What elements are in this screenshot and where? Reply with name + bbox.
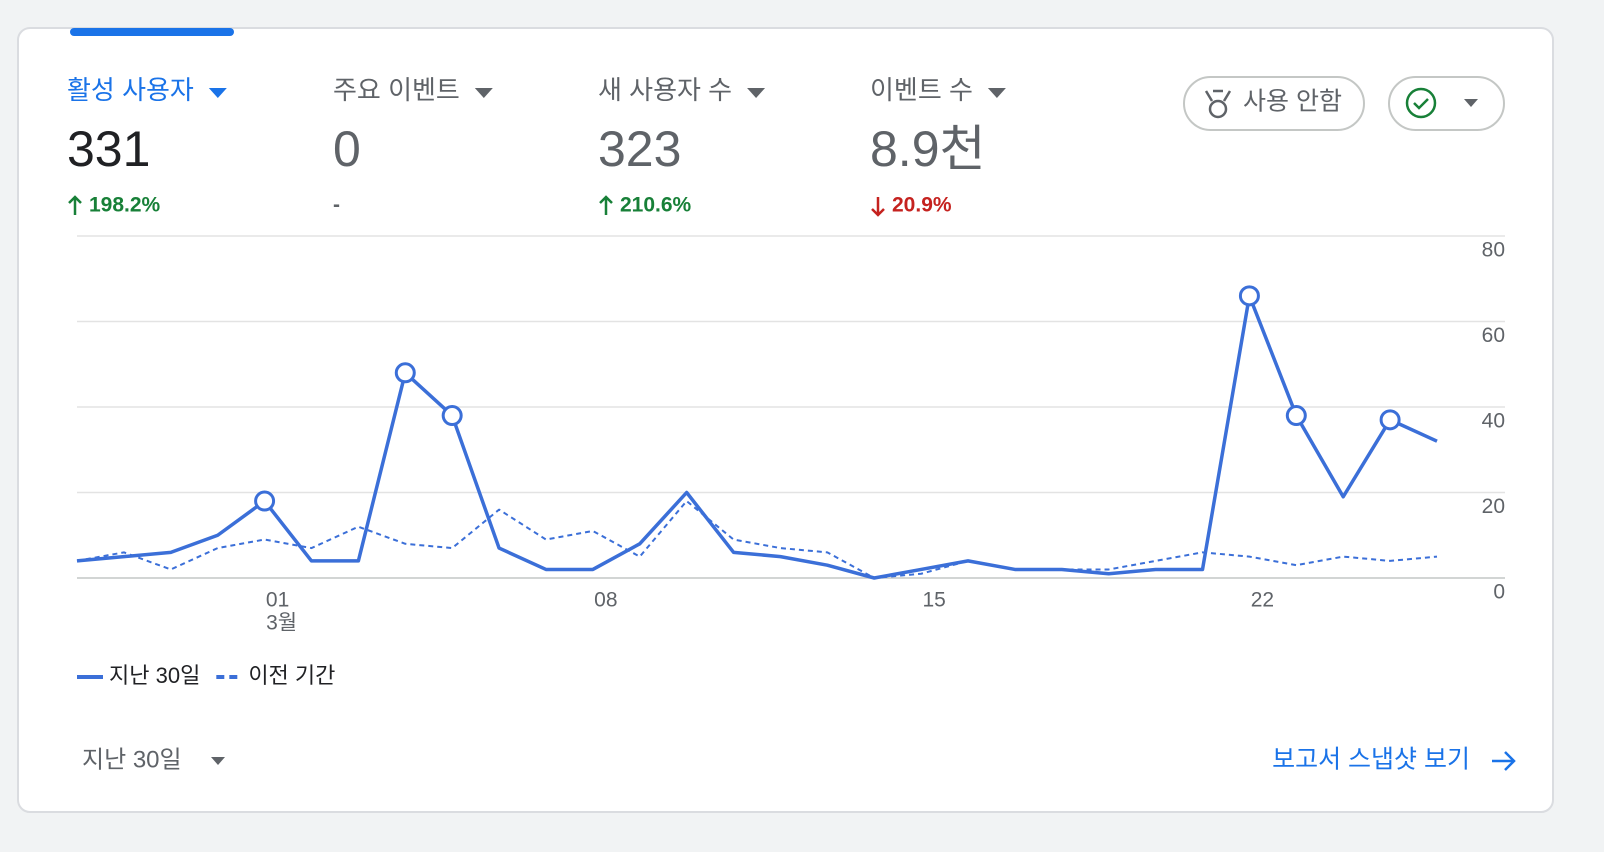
metrics: 활성 사용자 331 198.2% 주요 이벤트 0 - 새 사용자 수 323 210.6% 이… xyxy=(67,75,1006,217)
metric-change: 198.2% xyxy=(89,194,161,217)
disable-button[interactable]: 사용 안함 xyxy=(1183,76,1365,131)
series-line xyxy=(76,500,1438,579)
range-dropdown[interactable]: 지난 30일 xyxy=(82,746,225,773)
y-tick-label: 60 xyxy=(1482,324,1505,347)
y-tick-label: 40 xyxy=(1482,410,1505,433)
y-tick-label: 80 xyxy=(1482,239,1505,262)
anomaly-marker xyxy=(441,405,463,427)
legend-item: 이전 기간 xyxy=(216,663,335,688)
metric-value: 331 xyxy=(67,121,150,177)
arrow-icon xyxy=(1492,751,1516,771)
metric-tab[interactable]: 주요 이벤트 0 - xyxy=(333,75,493,217)
metric-value: 323 xyxy=(598,121,681,177)
anomaly-marker xyxy=(1379,409,1401,431)
dropdown-arrow xyxy=(474,88,493,98)
dropdown-arrow xyxy=(747,88,766,98)
anomaly-marker xyxy=(254,490,276,512)
x-tick-label: 08 xyxy=(594,589,617,612)
active-tab-indicator xyxy=(70,28,234,36)
y-tick-label: 20 xyxy=(1482,495,1505,518)
x-month-label: 3월 xyxy=(266,612,297,635)
link-label: 보고서 스냅샷 보기 xyxy=(1272,746,1470,774)
range-label: 지난 30일 xyxy=(82,746,182,773)
dropdown-arrow xyxy=(211,757,225,765)
trend-arrow xyxy=(871,197,885,217)
series-line xyxy=(76,294,1438,580)
dropdown-arrow xyxy=(1464,99,1478,107)
snapshot-link[interactable]: 보고서 스냅샷 보기 xyxy=(1272,746,1516,774)
medal-icon xyxy=(1204,89,1232,119)
anomaly-marker xyxy=(1285,405,1307,427)
legend-label: 이전 기간 xyxy=(248,663,335,688)
dropdown-arrow xyxy=(208,88,227,98)
metric-name: 이벤트 수 xyxy=(870,75,973,105)
metric-tab[interactable]: 활성 사용자 331 198.2% xyxy=(67,75,227,217)
button-outline xyxy=(1183,76,1365,131)
anomaly-marker xyxy=(1238,285,1260,307)
metric-value: 8.9천 xyxy=(870,121,986,177)
metric-name: 주요 이벤트 xyxy=(333,75,460,105)
metric-value: 0 xyxy=(333,121,361,177)
metric-name: 활성 사용자 xyxy=(67,75,194,105)
metric-change: 20.9% xyxy=(892,194,952,217)
anomaly-marker xyxy=(394,362,416,384)
check-mark xyxy=(1413,98,1429,110)
metric-name: 새 사용자 수 xyxy=(598,75,732,105)
legend-label: 지난 30일 xyxy=(109,663,200,688)
button-label: 사용 안함 xyxy=(1243,88,1342,116)
dropdown-arrow xyxy=(987,88,1006,98)
trend-arrow xyxy=(599,195,613,215)
metric-tab[interactable]: 이벤트 수 8.9천 20.9% xyxy=(870,75,1006,217)
metric-change: 210.6% xyxy=(620,194,692,217)
check-icon xyxy=(1405,87,1437,119)
status-dropdown[interactable] xyxy=(1388,76,1505,131)
x-tick-label: 22 xyxy=(1251,589,1274,612)
x-tick-label: 01 xyxy=(266,589,289,612)
legend-item: 지난 30일 xyxy=(77,663,200,688)
metric-change: - xyxy=(333,194,340,217)
metric-tab[interactable]: 새 사용자 수 323 210.6% xyxy=(598,75,766,217)
x-tick-label: 15 xyxy=(922,589,945,612)
card xyxy=(17,27,1554,813)
trend-arrow xyxy=(68,195,82,215)
y-tick-label: 0 xyxy=(1493,581,1505,604)
